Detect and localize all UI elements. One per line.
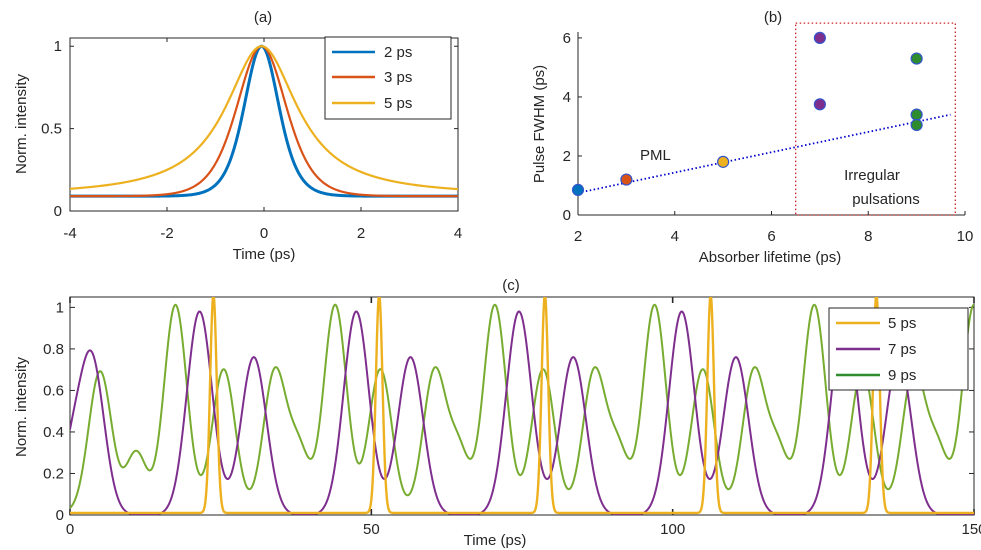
panel-a-xtick-label: 4 (454, 225, 462, 242)
panel-a-legend: 2 ps 3 ps 5 ps (324, 36, 452, 120)
panel-a-xtick-label: -4 (63, 225, 76, 242)
scatter-point (910, 108, 923, 121)
panel-c-legend-label-7ps: 7 ps (888, 341, 916, 358)
scatter-point (620, 173, 633, 186)
panel-a-xtick-label: 2 (357, 225, 365, 242)
panel-b-ylabel: Pulse FWHM (ps) (531, 65, 548, 183)
panel-a-legend-label-3ps: 3 ps (384, 69, 412, 86)
panel-c-series-line-7ps (70, 310, 974, 515)
panel-c-xlabel: Time (ps) (464, 532, 527, 549)
panel-a-ytick-label: 1 (54, 38, 62, 55)
irregular-annotation-line2: pulsations (852, 191, 920, 208)
scatter-point (717, 155, 730, 168)
scatter-point (910, 52, 923, 65)
panel-c-series-line-9ps (70, 303, 974, 509)
panel-b-xtick-label: 8 (864, 228, 872, 245)
panel-c-ytick-label: 0 (56, 507, 64, 524)
panel-c-ticks: 0 50 100 150 0 0.2 0.4 0.6 0.8 1 (43, 297, 981, 538)
panel-b-label: (b) (764, 9, 782, 26)
panel-c-xtick-label: 100 (660, 521, 685, 538)
panel-b-ytick-label: 2 (563, 148, 571, 165)
panel-c-ylabel: Norm. intensity (13, 356, 30, 457)
panel-b-points (571, 31, 923, 197)
panel-b-xtick-label: 10 (957, 228, 974, 245)
panel-a-xlabel: Time (ps) (233, 246, 296, 263)
panel-b-xtick-label: 2 (574, 228, 582, 245)
panel-a-lines (70, 44, 458, 198)
panel-a-ticks: -4 -2 0 2 4 0 0.5 1 (41, 38, 462, 242)
panel-c-lines (70, 297, 974, 515)
scatter-point (571, 183, 585, 197)
panel-a-legend-label-5ps: 5 ps (384, 95, 412, 112)
panel-c-legend-label-5ps: 5 ps (888, 315, 916, 332)
scatter-point (813, 98, 826, 111)
panel-b-xtick-label: 6 (767, 228, 775, 245)
panel-a-ytick-label: 0 (54, 203, 62, 220)
panel-c-xtick-label: 0 (66, 521, 74, 538)
scatter-point (910, 118, 923, 132)
panel-b-xtick-label: 4 (671, 228, 679, 245)
panel-c-xtick-label: 150 (961, 521, 981, 538)
panel-b-ytick-label: 0 (563, 207, 571, 224)
panel-c-xtick-label: 50 (363, 521, 380, 538)
panel-a: (a) -4 -2 0 2 4 0 0.5 1 Time (ps) Norm. intensi… (13, 9, 462, 263)
panel-a-series-line (70, 45, 458, 191)
panel-b-ytick-label: 4 (563, 89, 571, 106)
panel-a-ylabel: Norm. intensity (13, 73, 30, 174)
panel-b-ytick-label: 6 (563, 30, 571, 47)
panel-c-ytick-label: 0.2 (43, 465, 64, 482)
pml-annotation: PML (640, 147, 671, 164)
irregular-annotation-line1: Irregular (844, 167, 900, 184)
panel-c-ytick-label: 0.4 (43, 424, 64, 441)
panel-a-ytick-label: 0.5 (41, 121, 62, 138)
panel-a-xtick-label: -2 (160, 225, 173, 242)
panel-c-ytick-label: 1 (56, 299, 64, 316)
panel-a-label: (a) (254, 9, 272, 26)
panel-c-ytick-label: 0.6 (43, 382, 64, 399)
pml-trendline (577, 113, 951, 194)
panel-c: (c) 0 50 100 150 0 0.2 0.4 0.6 0.8 1 Time (ps) No… (13, 277, 981, 549)
panel-a-legend-label-2ps: 2 ps (384, 44, 412, 61)
panel-a-xtick-label: 0 (260, 225, 268, 242)
panel-c-legend-label-9ps: 9 ps (888, 367, 916, 384)
panel-b-xlabel: Absorber lifetime (ps) (699, 249, 842, 266)
scatter-point (813, 31, 826, 45)
panel-c-label: (c) (502, 277, 520, 294)
panel-c-series-line-5ps (70, 297, 974, 515)
panel-c-ytick-label: 0.8 (43, 341, 64, 358)
panel-c-legend: 5 ps 7 ps 9 ps (828, 307, 969, 391)
